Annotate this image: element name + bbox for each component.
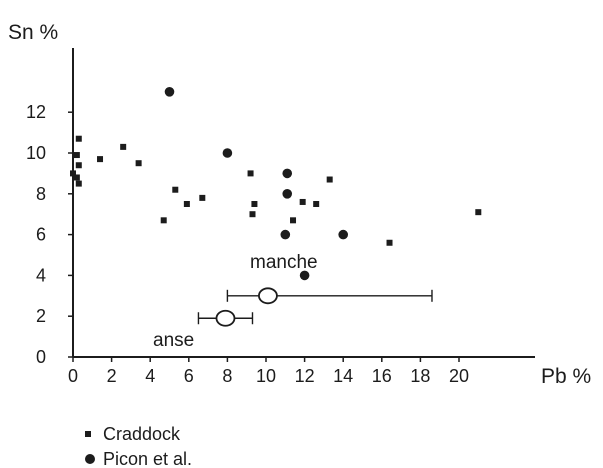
picon-point [299,270,310,281]
y-tick-label: 12 [26,102,46,122]
x-tick-label: 8 [222,366,232,386]
x-axis-ticks: 0 2 4 6 8 10 12 14 16 18 20 [68,357,469,386]
annotation-anse: anse [153,330,194,351]
craddock-point [73,152,80,159]
picon-point [164,87,175,97]
picon-point [338,229,349,240]
x-tick-label: 0 [68,366,78,386]
craddock-point [160,217,167,224]
craddock-point [183,201,190,207]
data-points [70,87,482,327]
craddock-point [172,186,179,193]
annotations: manche anse [153,252,318,351]
x-tick-label: 20 [449,366,469,386]
craddock-point [135,160,142,167]
legend-label-picon: Picon et al. [103,449,192,468]
open-circle-point [258,287,278,305]
legend: Craddock Picon et al. [85,424,192,468]
craddock-point [199,194,206,201]
x-tick-label: 4 [145,366,155,386]
y-tick-label: 2 [36,306,46,326]
x-tick-label: 14 [333,366,353,386]
legend-circle-marker [85,454,95,464]
y-tick-label: 10 [26,143,46,163]
x-tick-label: 18 [410,366,430,386]
y-tick-label: 6 [36,225,46,245]
x-tick-label: 6 [184,366,194,386]
legend-label-craddock: Craddock [103,424,181,444]
y-tick-label: 8 [36,184,46,204]
x-tick-label: 16 [372,366,392,386]
craddock-point [249,211,256,218]
craddock-point [475,209,482,216]
craddock-point [97,156,104,163]
craddock-point [73,174,80,181]
craddock-point [290,217,297,224]
craddock-point [313,201,320,207]
craddock-point [251,201,258,207]
x-tick-label: 2 [107,366,117,386]
y-tick-label: 4 [36,265,46,285]
craddock-point [75,180,82,187]
craddock-point [299,198,306,205]
picon-point [282,189,293,199]
legend-square-marker [85,431,91,437]
open-circle-point [215,309,236,327]
y-tick-label: 0 [36,347,46,367]
craddock-point [247,170,254,177]
picon-point [222,148,233,158]
x-tick-label: 10 [256,366,276,386]
picon-point [282,168,293,179]
craddock-point [75,135,82,142]
craddock-point [70,170,76,177]
picon-point [280,229,291,240]
craddock-point [326,176,333,183]
y-axis-title: Sn % [8,21,58,44]
annotation-manche: manche [250,252,318,273]
craddock-point [386,239,393,246]
craddock-point [120,143,127,150]
x-tick-label: 12 [295,366,315,386]
y-axis-ticks: 0 2 4 6 8 10 12 [26,102,73,367]
craddock-point [75,162,82,169]
x-axis-title: Pb % [541,365,591,388]
